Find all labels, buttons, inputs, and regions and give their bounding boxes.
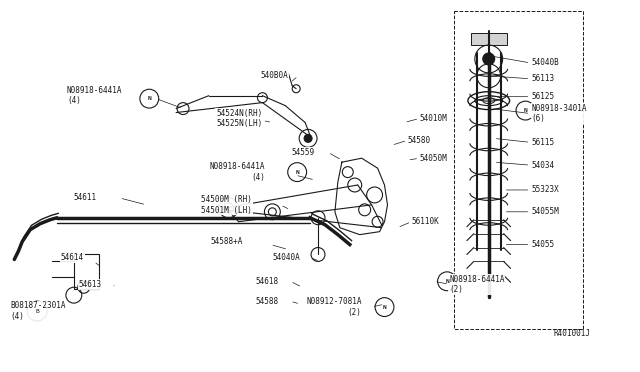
Text: 54050M: 54050M: [419, 154, 447, 163]
Bar: [471, 33, 507, 45]
Text: B08187-2301A
(4): B08187-2301A (4): [10, 301, 66, 321]
Text: 54580: 54580: [407, 136, 431, 145]
Text: 54588+A: 54588+A: [210, 237, 243, 246]
Text: 54034: 54034: [531, 161, 554, 170]
Text: 540B0A: 540B0A: [260, 71, 288, 80]
Text: N08918-6441A
(4): N08918-6441A (4): [67, 86, 122, 105]
Text: 54055: 54055: [531, 240, 554, 249]
Bar: [454, 11, 583, 329]
Text: 54010M: 54010M: [419, 114, 447, 123]
Text: R401001J: R401001J: [553, 329, 590, 338]
Bar: [74, 254, 99, 289]
Text: 54055M: 54055M: [531, 207, 559, 216]
Text: 56115: 56115: [531, 138, 554, 147]
Text: 54611: 54611: [74, 193, 97, 202]
Text: N08912-7081A
(2): N08912-7081A (2): [306, 297, 362, 317]
Text: N: N: [445, 279, 449, 284]
Text: N08918-6441A
(2): N08918-6441A (2): [449, 275, 504, 294]
Text: N: N: [383, 305, 387, 310]
Text: 54618: 54618: [255, 277, 278, 286]
Circle shape: [483, 53, 495, 65]
Circle shape: [304, 134, 312, 142]
Text: N08918-3401A
(6): N08918-3401A (6): [531, 104, 587, 123]
Circle shape: [268, 208, 276, 216]
Text: 54559: 54559: [292, 148, 315, 157]
Text: 55323X: 55323X: [531, 186, 559, 195]
Text: N08918-6441A
(4): N08918-6441A (4): [210, 163, 266, 182]
Text: B: B: [35, 308, 39, 314]
Text: N: N: [295, 170, 299, 174]
Text: 54500M (RH)
54501M (LH): 54500M (RH) 54501M (LH): [201, 195, 252, 215]
Text: N: N: [524, 108, 527, 113]
Text: 56125: 56125: [531, 92, 554, 101]
Text: 54613: 54613: [79, 280, 102, 289]
Circle shape: [224, 203, 234, 213]
Text: 54040A: 54040A: [273, 253, 300, 262]
Text: 54614: 54614: [61, 253, 84, 262]
Text: 56113: 56113: [531, 74, 554, 83]
Text: N: N: [147, 96, 151, 101]
Text: 54588: 54588: [255, 296, 278, 306]
Text: 56110K: 56110K: [412, 217, 439, 226]
Text: 54040B: 54040B: [531, 58, 559, 67]
Text: 54524N(RH)
54525N(LH): 54524N(RH) 54525N(LH): [216, 109, 262, 128]
